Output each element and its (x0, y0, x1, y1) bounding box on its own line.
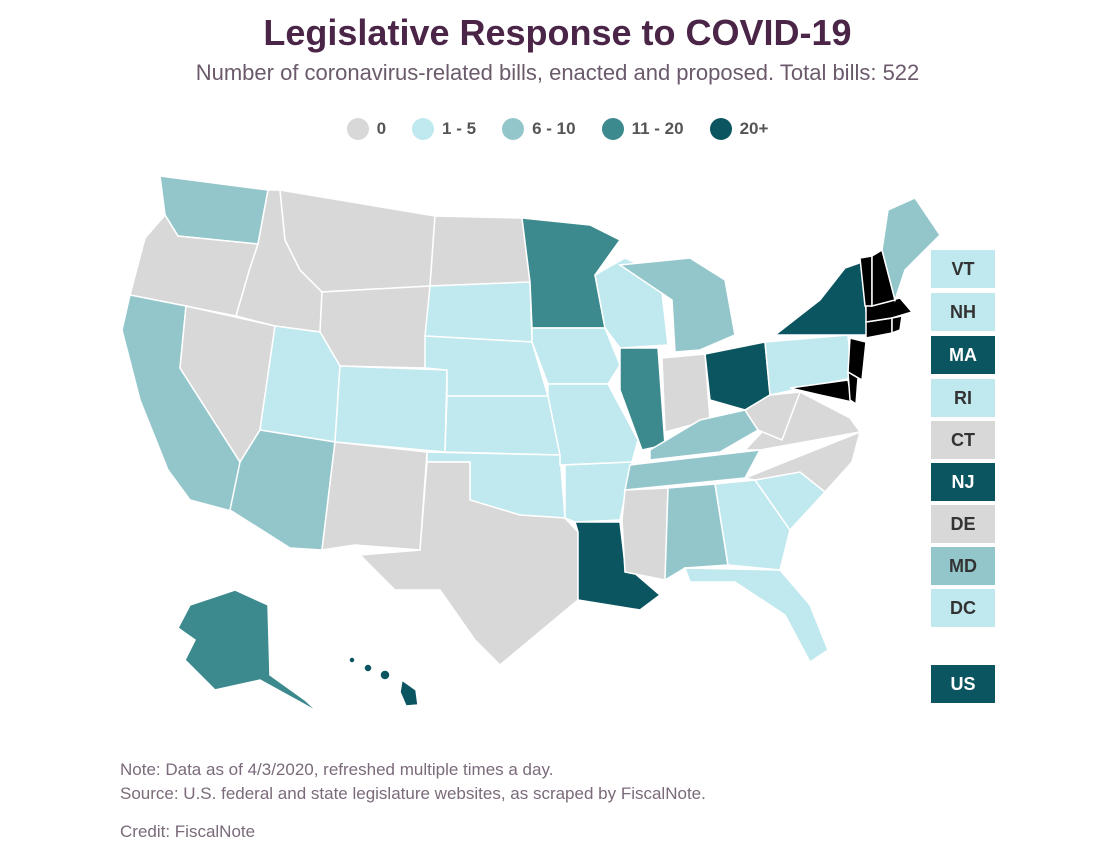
state-sd[interactable] (424, 281, 533, 343)
state-fl[interactable] (683, 567, 829, 664)
state-oh[interactable] (704, 341, 771, 411)
small-state-vt[interactable]: VT (931, 250, 995, 288)
legend-label-11-20: 11 - 20 (631, 119, 684, 138)
legend-item-6-10: 6 - 10 (502, 118, 576, 140)
state-ar[interactable] (564, 461, 633, 523)
state-hi[interactable] (348, 656, 419, 707)
state-wy[interactable] (319, 285, 431, 369)
small-state-ma[interactable]: MA (931, 336, 995, 374)
legend-item-1-5: 1 - 5 (412, 118, 476, 140)
state-nd[interactable] (429, 215, 531, 287)
legend-swatch-1-5 (412, 118, 435, 140)
state-ny[interactable] (772, 260, 869, 336)
source-text: Source: U.S. federal and state legislatu… (120, 784, 706, 803)
credit-text: Credit: FiscalNote (120, 822, 256, 841)
small-state-md[interactable]: MD (931, 547, 995, 585)
state-co[interactable] (334, 365, 448, 453)
state-wv[interactable] (743, 391, 802, 441)
state-ga[interactable] (714, 479, 791, 571)
small-state-dc[interactable]: DC (931, 589, 995, 627)
legend-label-20-plus: 20+ (739, 119, 769, 138)
legend-swatch-11-20 (601, 118, 624, 140)
small-state-nj[interactable]: NJ (931, 463, 995, 501)
legend-label-1-5: 1 - 5 (442, 119, 477, 138)
legend-label-0: 0 (376, 119, 387, 138)
legend-item-20-plus: 20+ (709, 118, 769, 140)
legend: 0 1 - 5 6 - 10 11 - 20 20+ (0, 118, 1115, 140)
state-la[interactable] (573, 521, 662, 611)
state-me[interactable] (881, 197, 941, 303)
us-states-map (121, 175, 941, 713)
legend-swatch-6-10 (502, 118, 525, 140)
state-nj[interactable] (847, 337, 867, 382)
legend-swatch-0 (346, 118, 369, 140)
state-ri[interactable] (891, 315, 903, 335)
small-state-ri[interactable]: RI (931, 379, 995, 417)
small-state-de[interactable]: DE (931, 505, 995, 543)
state-al[interactable] (664, 483, 729, 582)
legend-item-0: 0 (346, 118, 387, 140)
small-state-ct[interactable]: CT (931, 421, 995, 459)
note-text: Note: Data as of 4/3/2020, refreshed mul… (120, 760, 554, 779)
legend-item-11-20: 11 - 20 (601, 118, 684, 140)
state-ks[interactable] (444, 395, 561, 456)
legend-swatch-20-plus (709, 118, 732, 140)
state-tx[interactable] (358, 461, 579, 667)
map-title: Legislative Response to COVID-19 (263, 12, 852, 53)
state-ms[interactable] (621, 487, 669, 581)
state-ak[interactable] (177, 589, 319, 713)
state-mi[interactable] (617, 257, 736, 353)
state-nm[interactable] (321, 441, 428, 551)
federal-us[interactable]: US (931, 665, 995, 703)
notes: Note: Data as of 4/3/2020, refreshed mul… (120, 758, 706, 806)
small-state-nh[interactable]: NH (931, 293, 995, 331)
state-ia[interactable] (531, 327, 621, 385)
legend-label-6-10: 6 - 10 (532, 119, 576, 138)
state-de[interactable] (847, 370, 859, 406)
map-subtitle: Number of coronavirus-related bills, ena… (195, 60, 920, 85)
